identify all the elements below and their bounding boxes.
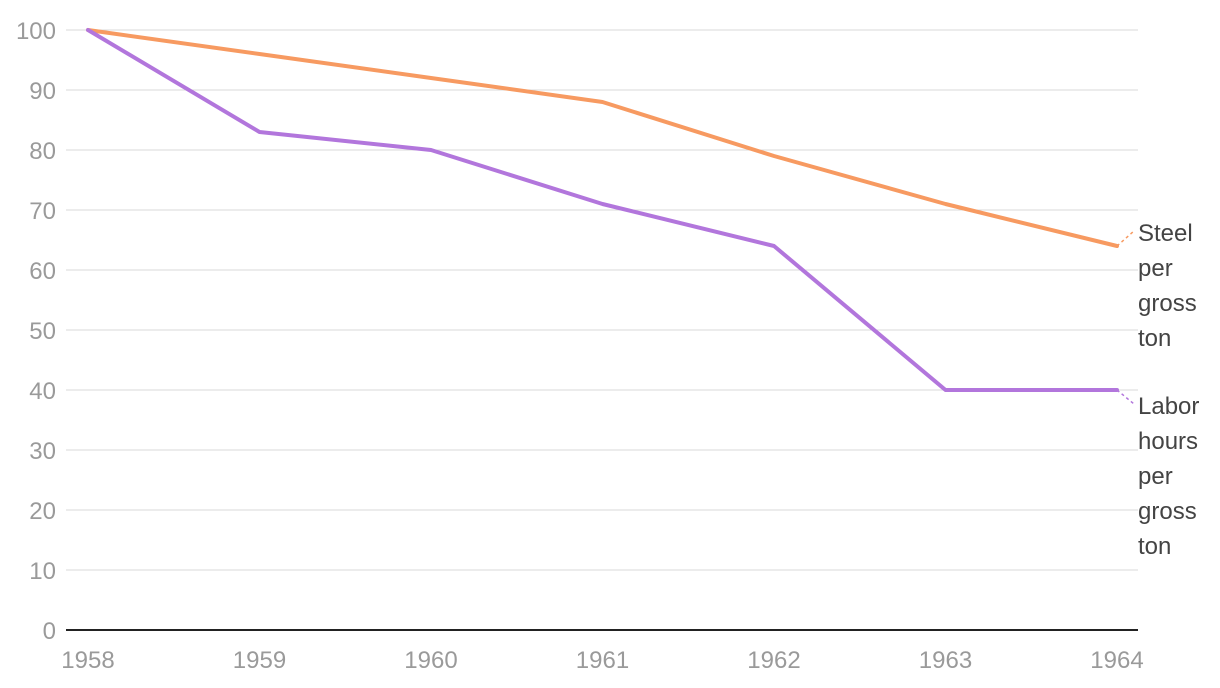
x-axis-tick-labels: 1958 1959 1960 1961 1962 1963 1964: [61, 647, 1143, 674]
series-labels: Steel per gross ton Labor hours per gross ton: [1116, 220, 1199, 560]
x-tick-label: 1963: [919, 647, 972, 674]
series-line-steel-per-gross-ton: [86, 28, 1119, 248]
label-leader-labor-hours-per-gross-ton: [1116, 389, 1135, 405]
x-tick-label: 1959: [233, 647, 286, 674]
x-tick-label: 1960: [404, 647, 457, 674]
gridlines: [66, 29, 1138, 631]
series-label-steel-per-gross-ton: gross: [1138, 290, 1197, 317]
x-tick-label: 1958: [61, 647, 114, 674]
y-tick-label: 0: [43, 618, 56, 645]
y-tick-label: 60: [29, 258, 56, 285]
y-tick-label: 50: [29, 318, 56, 345]
y-tick-label: 90: [29, 78, 56, 105]
series-label-labor-hours-per-gross-ton: Labor: [1138, 393, 1199, 420]
x-tick-label: 1964: [1090, 647, 1143, 674]
y-tick-label: 10: [29, 558, 56, 585]
y-axis-tick-labels: 0 10 20 30 40 50 60 70 80 90 100: [16, 18, 56, 645]
series-label-labor-hours-per-gross-ton: hours: [1138, 428, 1198, 455]
series-label-labor-hours-per-gross-ton: gross: [1138, 498, 1197, 525]
x-tick-label: 1962: [747, 647, 800, 674]
x-tick-label: 1961: [576, 647, 629, 674]
series-label-labor-hours-per-gross-ton: per: [1138, 463, 1173, 490]
series-label-steel-per-gross-ton: per: [1138, 255, 1173, 282]
y-tick-label: 20: [29, 498, 56, 525]
label-leader-steel-per-gross-ton: [1116, 230, 1135, 247]
y-tick-label: 70: [29, 198, 56, 225]
series-line-labor-hours-per-gross-ton: [86, 28, 1119, 392]
series-label-steel-per-gross-ton: ton: [1138, 325, 1171, 352]
y-tick-label: 80: [29, 138, 56, 165]
series-label-labor-hours-per-gross-ton: ton: [1138, 533, 1171, 560]
series-lines: [86, 28, 1119, 392]
y-tick-label: 30: [29, 438, 56, 465]
y-tick-label: 100: [16, 18, 56, 45]
series-label-steel-per-gross-ton: Steel: [1138, 220, 1193, 247]
y-tick-label: 40: [29, 378, 56, 405]
